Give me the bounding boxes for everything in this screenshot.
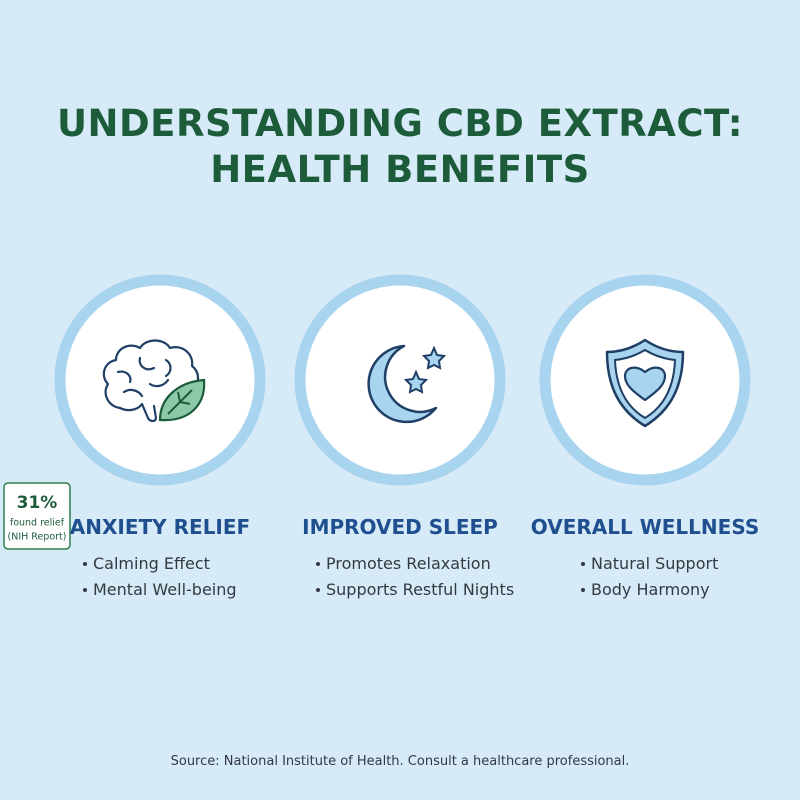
benefit-title: ANXIETY RELIEF [70,515,250,539]
title-line: HEALTH BENEFITS [210,148,590,191]
title-line: UNDERSTANDING CBD EXTRACT: [57,102,743,145]
brain-icon [102,339,200,423]
leaf-icon [158,378,206,422]
badge-line: (NIH Report) [8,532,67,543]
badge-box [3,482,71,550]
bullet-dot [316,562,320,566]
benefit-title: OVERALL WELLNESS [531,515,759,539]
bullet-dot [581,588,585,592]
benefit-point: Mental Well-being [93,580,237,599]
benefit-point: Promotes Relaxation [326,554,491,573]
badge-line: found relief [10,518,65,529]
benefit-point: Supports Restful Nights [326,580,514,599]
shield-icon [605,338,685,428]
bullet-dot [83,562,87,566]
badge-stat: 31% [17,493,58,513]
bullet-dot [83,588,87,592]
source-note: Source: National Institute of Health. Co… [171,754,630,769]
stat-badge: 31% found relief (NIH Report) [3,482,71,550]
benefit-point: Body Harmony [591,580,710,599]
benefit-point: Natural Support [591,554,718,573]
bullet-dot [316,588,320,592]
moon-icon [367,344,447,424]
bullet-dot [581,562,585,566]
benefit-title: IMPROVED SLEEP [302,515,498,539]
benefit-point: Calming Effect [93,554,210,573]
